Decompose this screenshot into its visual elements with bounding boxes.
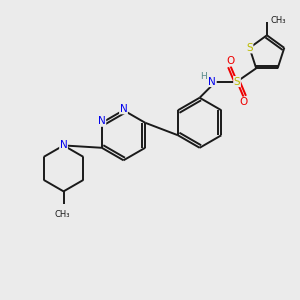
Text: S: S	[234, 76, 240, 86]
Text: CH₃: CH₃	[270, 16, 286, 25]
Text: O: O	[226, 56, 235, 66]
Text: N: N	[60, 140, 68, 150]
Text: N: N	[208, 76, 216, 86]
Text: N: N	[120, 104, 128, 114]
Text: CH₃: CH₃	[54, 210, 70, 219]
Text: N: N	[98, 116, 106, 126]
Text: O: O	[239, 97, 247, 107]
Text: H: H	[200, 72, 207, 81]
Text: S: S	[246, 43, 253, 53]
